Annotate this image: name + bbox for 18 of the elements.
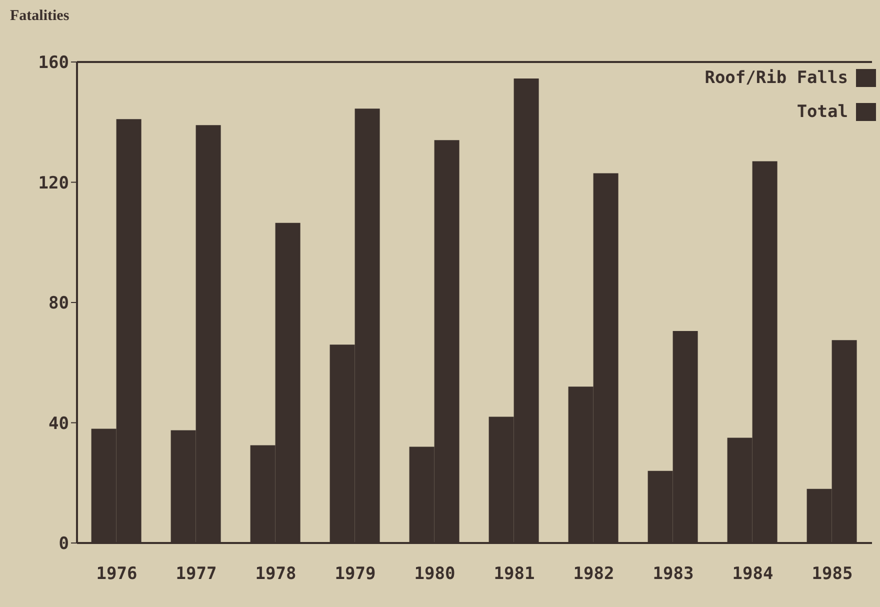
x-tick-label: 1985 bbox=[812, 564, 853, 584]
x-tick-label: 1978 bbox=[255, 564, 296, 584]
x-tick-label: 1980 bbox=[414, 564, 456, 584]
y-axis-title: Fatalities bbox=[10, 8, 70, 25]
y-tick-label: 120 bbox=[38, 173, 69, 194]
y-tick-label: 160 bbox=[38, 53, 69, 74]
y-tick-label: 80 bbox=[48, 294, 69, 314]
x-tick-label: 1981 bbox=[494, 564, 535, 584]
legend-label: Roof/Rib Falls bbox=[704, 68, 848, 88]
y-tick-label: 0 bbox=[58, 534, 69, 554]
x-tick-label: 1979 bbox=[334, 564, 376, 584]
x-tick-label: 1976 bbox=[96, 564, 138, 584]
x-tick-label: 1983 bbox=[652, 564, 694, 584]
x-tick-label: 1977 bbox=[176, 564, 217, 584]
y-tick-label: 40 bbox=[48, 414, 69, 434]
x-tick-label: 1982 bbox=[573, 564, 614, 584]
x-tick-label: 1984 bbox=[732, 564, 774, 584]
legend-label: Total bbox=[796, 102, 848, 122]
